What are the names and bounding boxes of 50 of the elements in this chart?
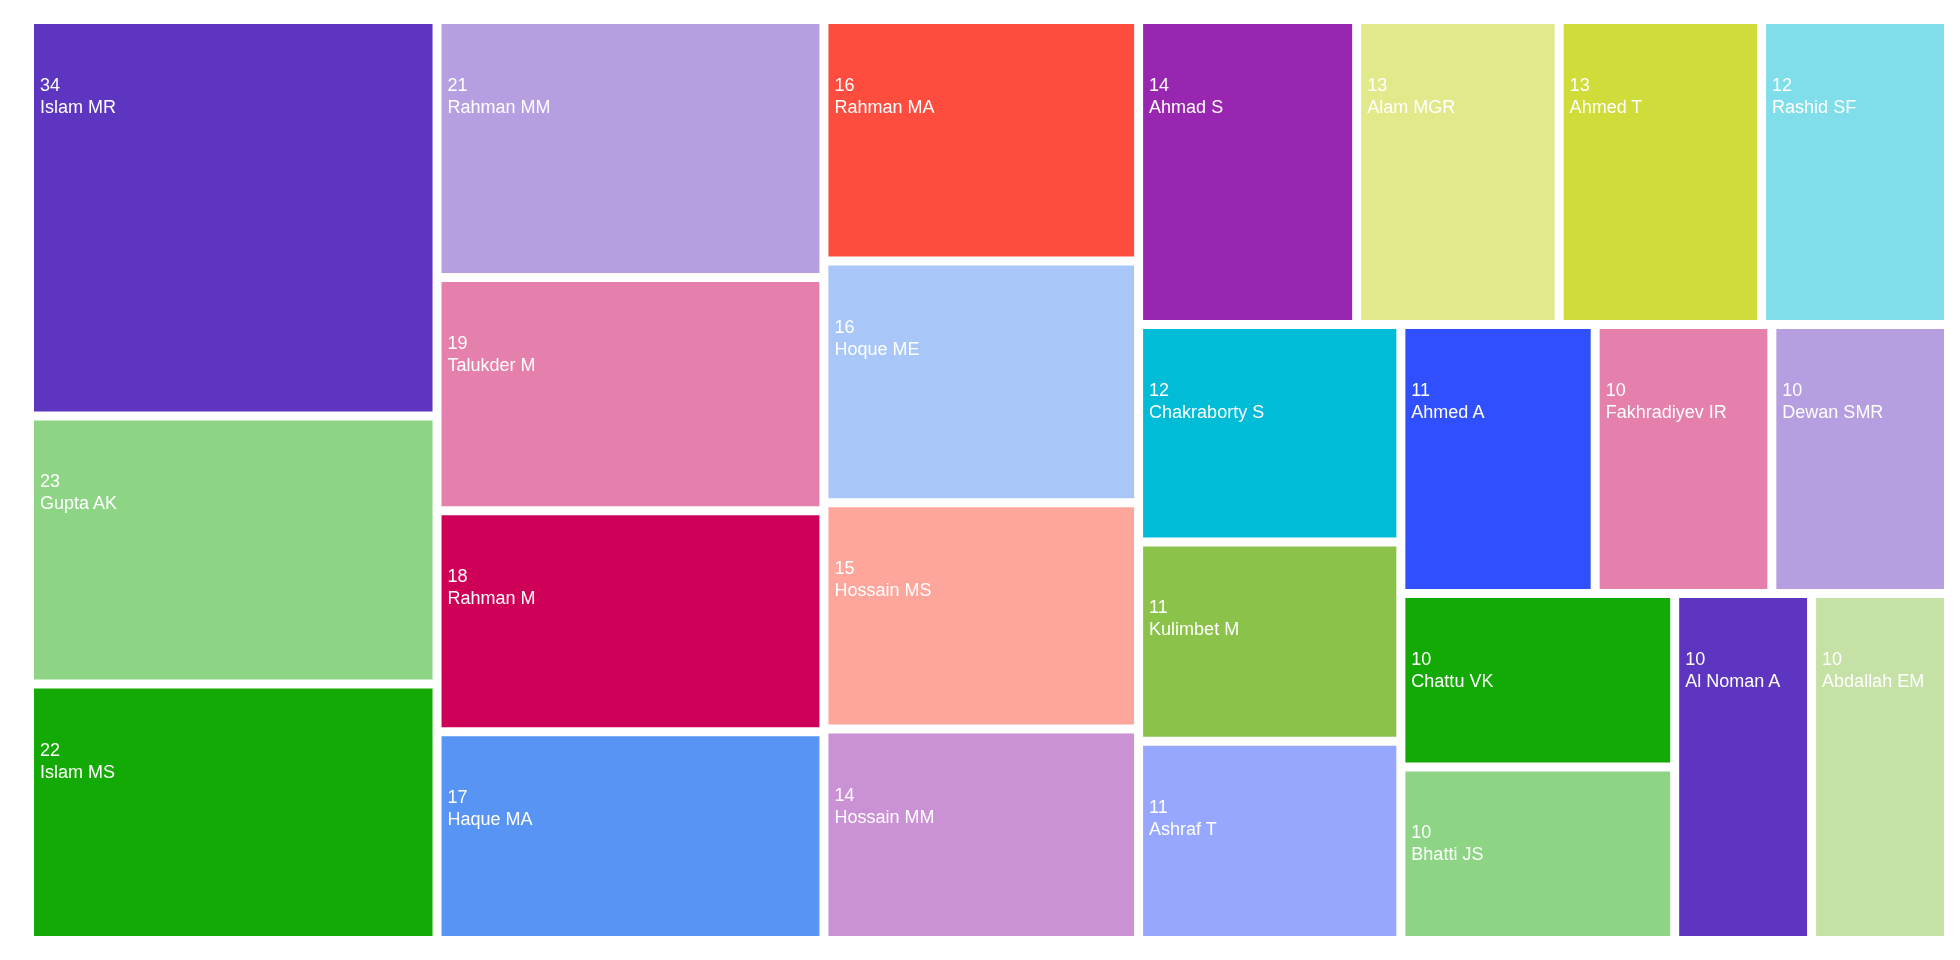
- data-label: 18: [447, 566, 468, 587]
- category-label: Ahmed A: [1411, 402, 1485, 423]
- category-label: Al Noman A: [1685, 670, 1781, 691]
- data-label: 23: [40, 471, 61, 492]
- data-label: 10: [1822, 648, 1843, 669]
- data-label: 10: [1411, 822, 1432, 843]
- data-label: 11: [1411, 380, 1431, 401]
- data-label: 11: [1149, 597, 1168, 618]
- category-label: Haque MA: [447, 809, 533, 830]
- category-label: Rahman M: [447, 588, 536, 609]
- data-label: 15: [834, 558, 855, 579]
- category-label: Ahmad S: [1149, 97, 1224, 117]
- category-label: Rahman MM: [447, 97, 551, 117]
- category-label: Hoque ME: [834, 338, 920, 359]
- data-label: 14: [1149, 75, 1170, 95]
- data-label: 14: [834, 784, 855, 805]
- data-label: 19: [447, 332, 468, 353]
- data-label: 12: [1149, 380, 1170, 401]
- data-label: 13: [1569, 75, 1590, 95]
- category-label: Chakraborty S: [1149, 402, 1265, 423]
- category-label: Hossain MS: [834, 580, 932, 601]
- data-label: 17: [447, 787, 468, 808]
- data-label: 16: [834, 75, 855, 95]
- data-label: 12: [1772, 75, 1793, 95]
- category-label: Fakhradiyev IR: [1605, 402, 1727, 423]
- category-label: Gupta AK: [40, 493, 118, 514]
- category-label: Talukder M: [447, 354, 536, 375]
- data-label: 10: [1782, 380, 1803, 401]
- category-label: Hossain MM: [834, 806, 935, 827]
- category-label: Rashid SF: [1772, 97, 1857, 117]
- category-label: Ahmed T: [1569, 97, 1643, 117]
- category-label: Islam MS: [40, 761, 116, 782]
- category-label: Alam MGR: [1367, 97, 1456, 117]
- data-label: 10: [1411, 648, 1432, 669]
- category-label: Islam MR: [40, 97, 116, 117]
- data-label: 11: [1149, 796, 1168, 817]
- data-label: 16: [834, 316, 855, 337]
- data-label: 13: [1367, 75, 1388, 95]
- category-label: Ashraf T: [1149, 818, 1217, 839]
- category-label: Dewan SMR: [1782, 402, 1884, 423]
- data-label: 34: [40, 75, 61, 95]
- category-label: Chattu VK: [1411, 670, 1494, 691]
- category-label: Kulimbet M: [1149, 619, 1240, 640]
- data-label: 22: [40, 739, 61, 760]
- category-label: Abdallah EM: [1822, 670, 1925, 691]
- data-label: 21: [447, 75, 468, 95]
- category-label: Bhatti JS: [1411, 844, 1484, 865]
- data-label: 10: [1685, 648, 1706, 669]
- category-label: Rahman MA: [834, 97, 935, 117]
- data-label: 10: [1605, 380, 1626, 401]
